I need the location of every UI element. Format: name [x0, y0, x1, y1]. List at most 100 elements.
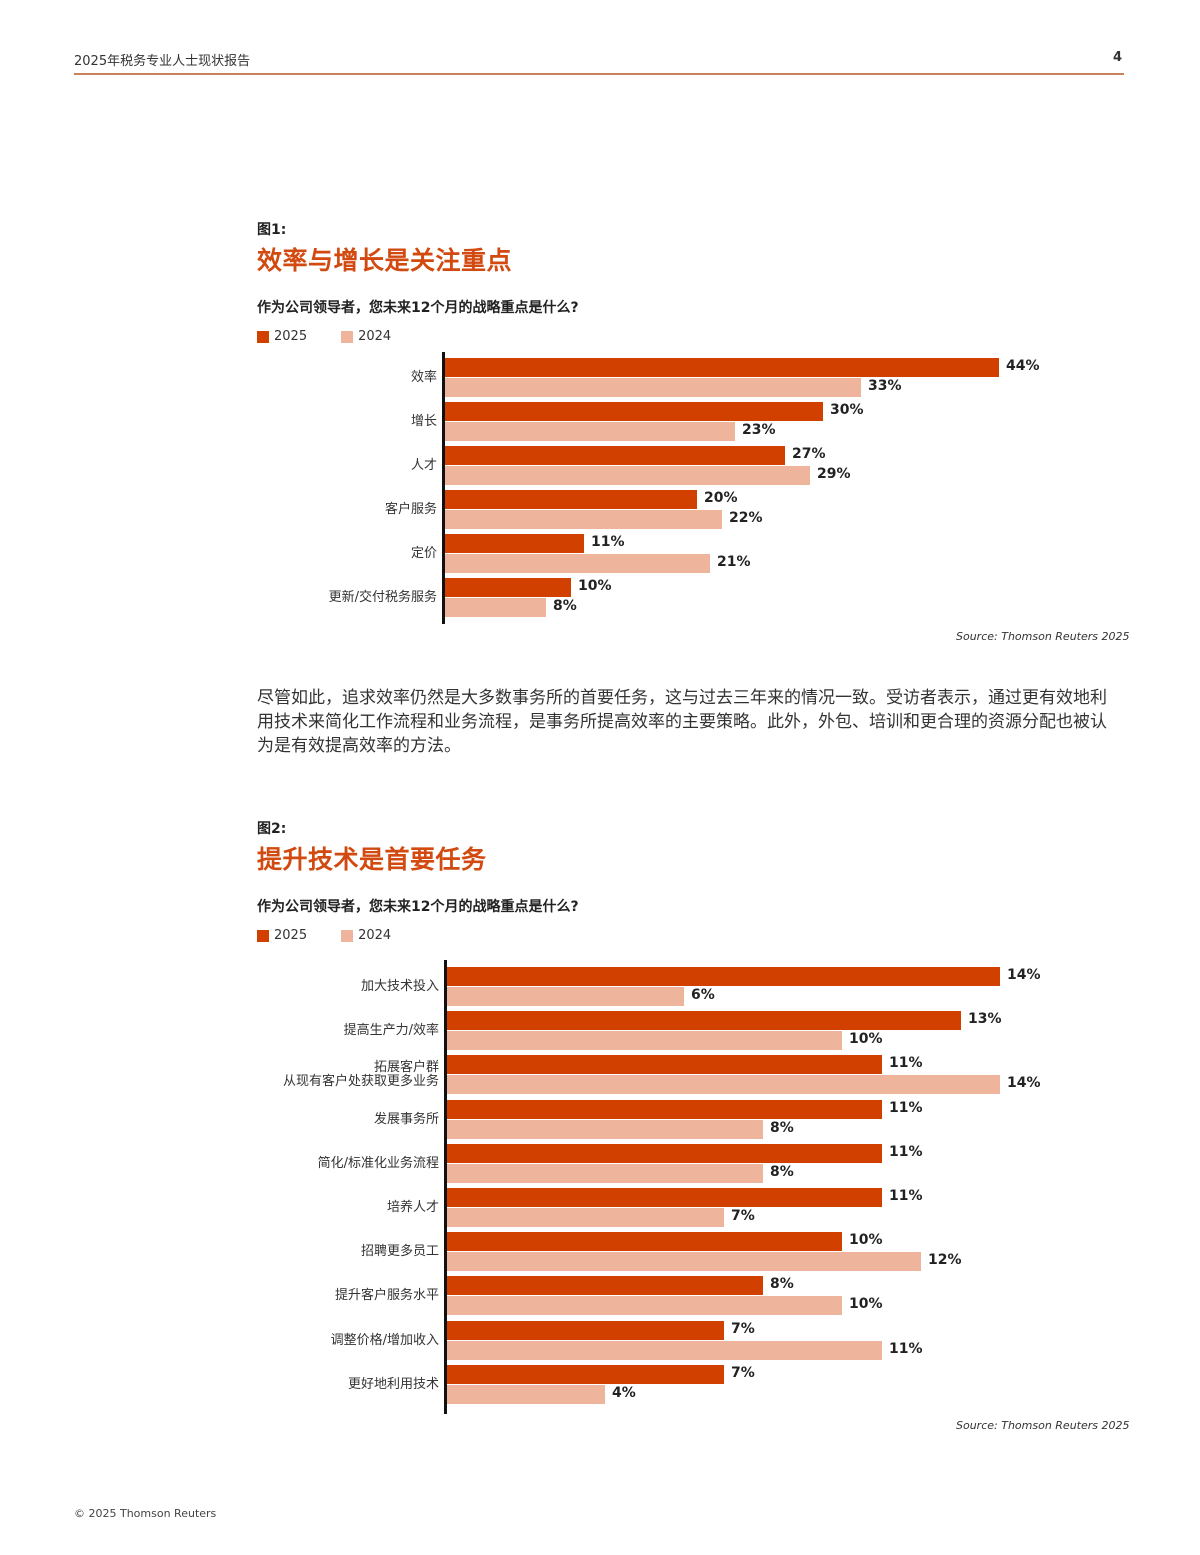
bar-2025 [445, 578, 571, 597]
bar-2025 [445, 534, 584, 553]
bar-value-label: 21% [717, 554, 751, 570]
bar-2024 [447, 1252, 921, 1272]
bar-2025 [445, 402, 823, 421]
body-paragraph: 尽管如此，追求效率仍然是大多数事务所的首要任务，这与过去三年来的情况一致。受访者… [257, 688, 1107, 756]
bar-2025 [445, 446, 785, 465]
bar-value-label: 8% [770, 1276, 794, 1293]
bar-2025 [447, 1276, 763, 1296]
bar-2024 [447, 1075, 1000, 1095]
bar-value-label: 11% [889, 1340, 923, 1357]
bar-2024 [447, 1119, 763, 1139]
chart-strategic-priorities-2: 加大技术投入 14% 6% 提高生产力/效率 13% 10% 拓展客户群 从现有客户处获取更多… [257, 960, 1127, 1414]
legend-item-2024: 2024 [341, 329, 391, 344]
legend-swatch-icon [341, 929, 354, 942]
bar-value-label: 30% [830, 402, 864, 418]
bar-value-label: 14% [1007, 1075, 1041, 1092]
bar-value-label: 44% [1006, 358, 1040, 374]
bar-value-label: 10% [849, 1031, 883, 1048]
category-label: 提升客户服务水平 [334, 1288, 439, 1304]
chart-axis-line [444, 960, 447, 1414]
legend-swatch-icon [257, 929, 269, 942]
category-label: 简化/标准化业务流程 [317, 1155, 439, 1171]
bar-2024 [445, 598, 546, 617]
chart-source: Source: Thomson Reuters 2025 [956, 1419, 1130, 1432]
bar-2024 [447, 987, 684, 1006]
legend-item-2025: 2025 [257, 329, 307, 344]
bar-value-label: 33% [868, 378, 902, 394]
category-label: 客户服务 [384, 502, 437, 517]
report-title: 2025年税务专业人士现状报告 [74, 54, 251, 69]
bar-2024 [447, 1296, 842, 1316]
legend-item-2024: 2024 [341, 928, 391, 943]
bar-2024 [445, 466, 810, 485]
bar-2025 [447, 1320, 724, 1340]
bar-value-label: 8% [770, 1119, 794, 1136]
legend-item-2025: 2025 [257, 928, 307, 943]
bar-value-label: 7% [731, 1208, 755, 1224]
figure-question: 作为公司领导者，您未来12个月的战略重点是什么? [257, 899, 579, 915]
bar-2025 [445, 490, 697, 509]
category-label: 加大技术投入 [360, 979, 439, 994]
page-header: 2025年税务专业人士现状报告 4 [74, 48, 1124, 75]
bar-2024 [447, 1384, 605, 1404]
bar-value-label: 4% [612, 1384, 636, 1401]
figure-question: 作为公司领导者，您未来12个月的战略重点是什么? [257, 300, 579, 316]
bar-2024 [445, 378, 861, 397]
figure-label: 图1: [257, 222, 287, 238]
category-label: 拓展客户群 从现有客户处获取更多业务 [282, 1060, 439, 1090]
figure-1-heading: 图1: 效率与增长是关注重点 作为公司领导者，您未来12个月的战略重点是什么? … [257, 219, 1127, 344]
category-label: 效率 [410, 370, 437, 385]
chart-legend: 2025 2024 [257, 329, 1127, 344]
bar-value-label: 27% [792, 446, 826, 462]
bar-value-label: 13% [968, 1011, 1002, 1028]
bar-2024 [445, 554, 710, 573]
bar-value-label: 29% [817, 466, 851, 482]
category-label: 人才 [410, 458, 437, 473]
figure-title: 提升技术是首要任务 [257, 845, 487, 874]
footer-copyright: © 2025 Thomson Reuters [74, 1507, 217, 1520]
bar-value-label: 6% [691, 987, 715, 1003]
bar-value-label: 8% [770, 1163, 794, 1180]
bar-2024 [445, 422, 735, 441]
category-label: 更新/交付税务服务 [328, 590, 437, 605]
bar-2024 [447, 1340, 882, 1360]
category-label: 招聘更多员工 [360, 1244, 439, 1260]
bar-2024 [447, 1208, 724, 1227]
category-label: 培养人才 [386, 1200, 439, 1215]
page-number: 4 [1112, 50, 1122, 65]
bar-value-label: 22% [729, 510, 763, 526]
bar-2025 [447, 1099, 882, 1119]
bar-value-label: 23% [742, 422, 776, 438]
bar-value-label: 11% [889, 1143, 923, 1160]
bar-value-label: 10% [849, 1232, 883, 1249]
category-label: 调整价格/增加收入 [330, 1332, 439, 1348]
bar-value-label: 11% [591, 534, 625, 550]
bar-value-label: 10% [849, 1296, 883, 1313]
bar-value-label: 20% [704, 490, 738, 506]
bar-value-label: 7% [731, 1320, 755, 1337]
chart-source: Source: Thomson Reuters 2025 [956, 630, 1130, 643]
category-label: 定价 [410, 546, 437, 561]
legend-swatch-icon [341, 330, 354, 343]
bar-2024 [447, 1031, 842, 1051]
chart-strategic-priorities-1: 效率 44% 33% 增长 30% 23% 人才 27% 29% 客户服务 20% 22% 定价 11% 2… [257, 352, 1127, 624]
bar-value-label: 12% [928, 1252, 962, 1269]
bar-2024 [447, 1163, 763, 1183]
bar-2025 [445, 358, 999, 377]
legend-swatch-icon [257, 330, 269, 343]
bar-value-label: 14% [1007, 967, 1041, 983]
bar-value-label: 8% [553, 598, 577, 614]
chart-axis-line [442, 352, 445, 624]
category-label: 提高生产力/效率 [343, 1023, 439, 1039]
bar-2025 [447, 1143, 882, 1163]
bar-value-label: 10% [578, 578, 612, 594]
chart-legend: 2025 2024 [257, 928, 1127, 943]
bar-2025 [447, 1055, 882, 1075]
category-label: 发展事务所 [373, 1111, 439, 1127]
bar-2025 [447, 1011, 961, 1031]
bar-2025 [447, 1232, 842, 1252]
bar-2024 [445, 510, 722, 529]
category-label: 更好地利用技术 [347, 1376, 439, 1392]
figure-label: 图2: [257, 821, 287, 837]
figure-title: 效率与增长是关注重点 [257, 246, 513, 275]
